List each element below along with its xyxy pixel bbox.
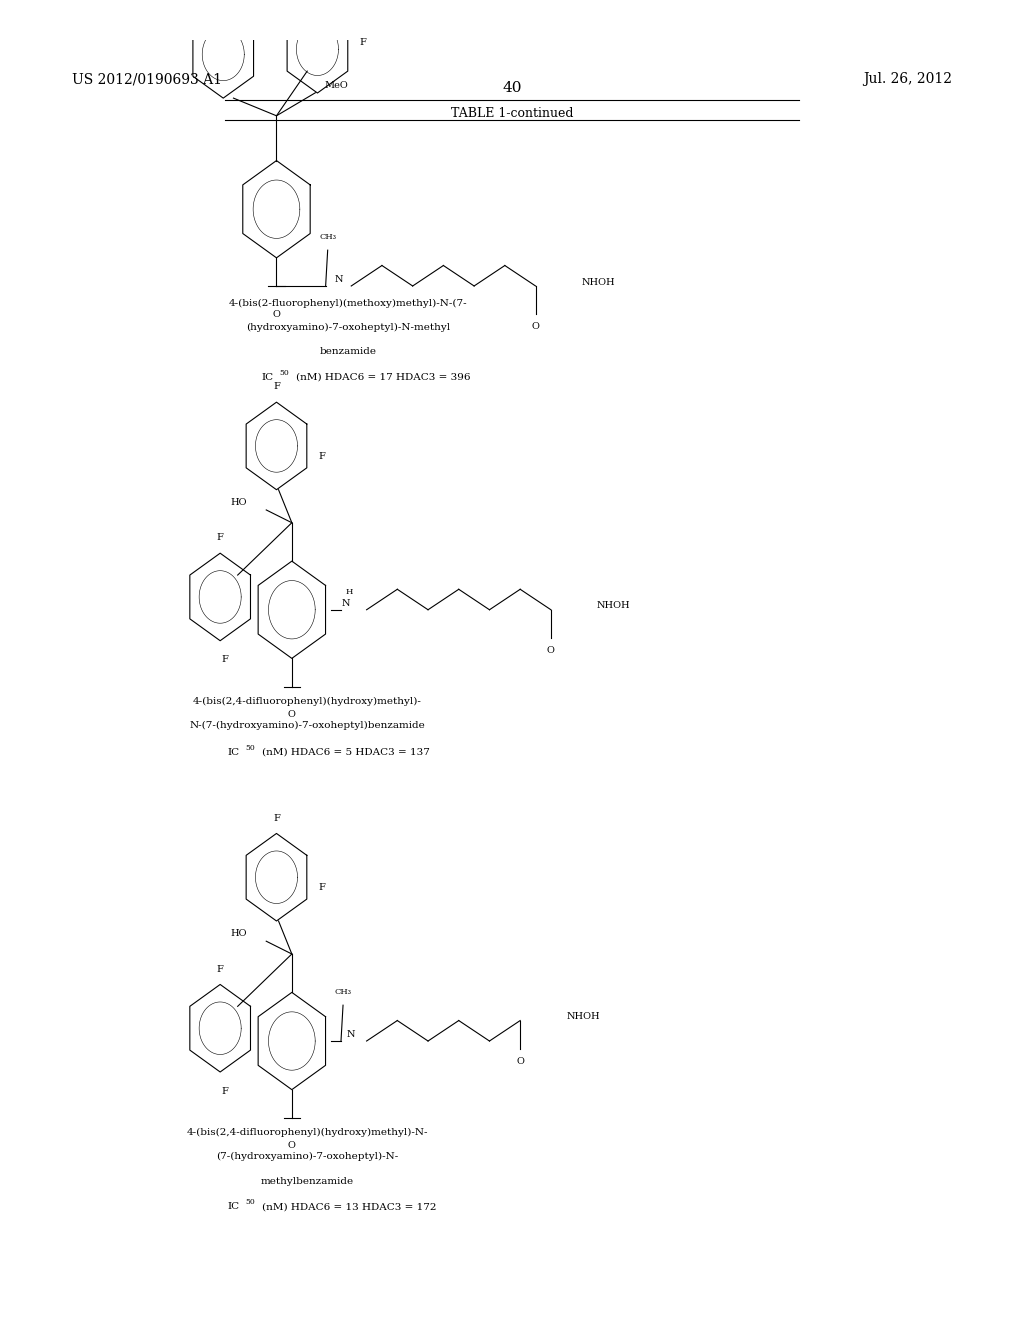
Text: HO: HO [230,498,247,507]
Text: 50: 50 [246,1199,256,1206]
Text: O: O [531,322,540,331]
Text: CH₃: CH₃ [335,989,351,997]
Text: (nM) HDAC6 = 13 HDAC3 = 172: (nM) HDAC6 = 13 HDAC3 = 172 [262,1203,436,1212]
Text: NHOH: NHOH [597,602,631,610]
Text: N: N [347,1030,355,1039]
Text: F: F [222,1086,228,1096]
Text: NHOH: NHOH [582,277,615,286]
Text: O: O [547,647,555,655]
Text: 4-(bis(2,4-difluorophenyl)(hydroxy)methyl)-: 4-(bis(2,4-difluorophenyl)(hydroxy)methy… [193,697,422,706]
Text: N: N [335,275,343,284]
Text: F: F [217,965,223,974]
Text: methylbenzamide: methylbenzamide [261,1176,353,1185]
Text: F: F [217,533,223,543]
Text: O: O [516,1057,524,1067]
Text: 50: 50 [246,744,256,752]
Text: IC: IC [261,374,273,381]
Text: IC: IC [227,748,240,756]
Text: F: F [318,883,326,892]
Text: CH₃: CH₃ [319,234,336,242]
Text: 40: 40 [502,82,522,95]
Text: IC: IC [227,1203,240,1212]
Text: O: O [288,1142,296,1151]
Text: N-(7-(hydroxyamino)-7-oxoheptyl)benzamide: N-(7-(hydroxyamino)-7-oxoheptyl)benzamid… [189,721,425,730]
Text: US 2012/0190693 A1: US 2012/0190693 A1 [72,73,221,86]
Text: (hydroxyamino)-7-oxoheptyl)-N-methyl: (hydroxyamino)-7-oxoheptyl)-N-methyl [246,323,451,333]
Text: (nM) HDAC6 = 5 HDAC3 = 137: (nM) HDAC6 = 5 HDAC3 = 137 [262,748,430,756]
Text: 50: 50 [280,370,290,378]
Text: MeO: MeO [324,81,348,90]
Text: Jul. 26, 2012: Jul. 26, 2012 [863,73,952,86]
Text: benzamide: benzamide [319,347,377,356]
Text: F: F [318,451,326,461]
Text: 4-(bis(2-fluorophenyl)(methoxy)methyl)-N-(7-: 4-(bis(2-fluorophenyl)(methoxy)methyl)-N… [228,298,468,308]
Text: F: F [273,383,280,391]
Text: O: O [288,710,296,719]
Text: TABLE 1-continued: TABLE 1-continued [451,107,573,120]
Text: F: F [273,813,280,822]
Text: H: H [345,587,353,595]
Text: (7-(hydroxyamino)-7-oxoheptyl)-N-: (7-(hydroxyamino)-7-oxoheptyl)-N- [216,1152,398,1162]
Text: F: F [359,38,367,48]
Text: 4-(bis(2,4-difluorophenyl)(hydroxy)methyl)-N-: 4-(bis(2,4-difluorophenyl)(hydroxy)methy… [186,1129,428,1137]
Text: O: O [272,310,281,318]
Text: F: F [222,656,228,664]
Text: N: N [342,599,350,607]
Text: (nM) HDAC6 = 17 HDAC3 = 396: (nM) HDAC6 = 17 HDAC3 = 396 [296,374,470,381]
Text: NHOH: NHOH [566,1012,600,1022]
Text: HO: HO [230,929,247,939]
